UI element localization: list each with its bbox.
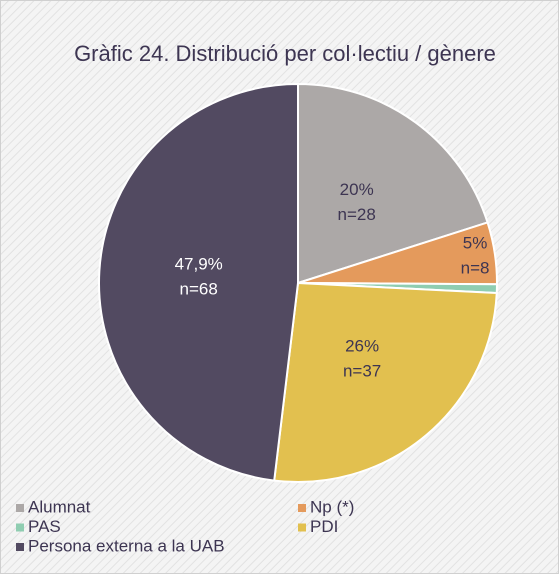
legend-label: PDI (310, 517, 338, 536)
legend-label: Alumnat (28, 497, 91, 516)
pie-slice (273, 281, 498, 483)
data-label: 47,9% (175, 255, 223, 274)
legend-label: Persona externa a la UAB (28, 536, 225, 555)
legend-label: Np (*) (310, 497, 354, 516)
data-label: 5% (463, 233, 488, 252)
pie-slice (98, 82, 299, 482)
legend-swatch (298, 504, 306, 512)
data-label: n=8 (461, 258, 490, 277)
legend-swatch (16, 523, 24, 532)
pie-slice (297, 82, 489, 285)
legend-swatch (16, 504, 24, 512)
legend: Alumnat Np (*) PAS PDI Persona externa a la … (16, 497, 354, 555)
data-label: n=28 (338, 205, 376, 224)
data-label: 20% (340, 180, 374, 199)
data-label: n=68 (180, 280, 218, 299)
chart-title: Gràfic 24. Distribució per col·lectiu / … (74, 41, 496, 66)
data-label: n=37 (343, 362, 381, 381)
data-label: 26% (345, 337, 379, 356)
legend-swatch (16, 543, 24, 551)
legend-label: PAS (28, 517, 61, 536)
pie: 20% n=28 5% n=8 26% n=37 47,9% n=68 (98, 82, 499, 483)
legend-swatch (298, 523, 306, 532)
